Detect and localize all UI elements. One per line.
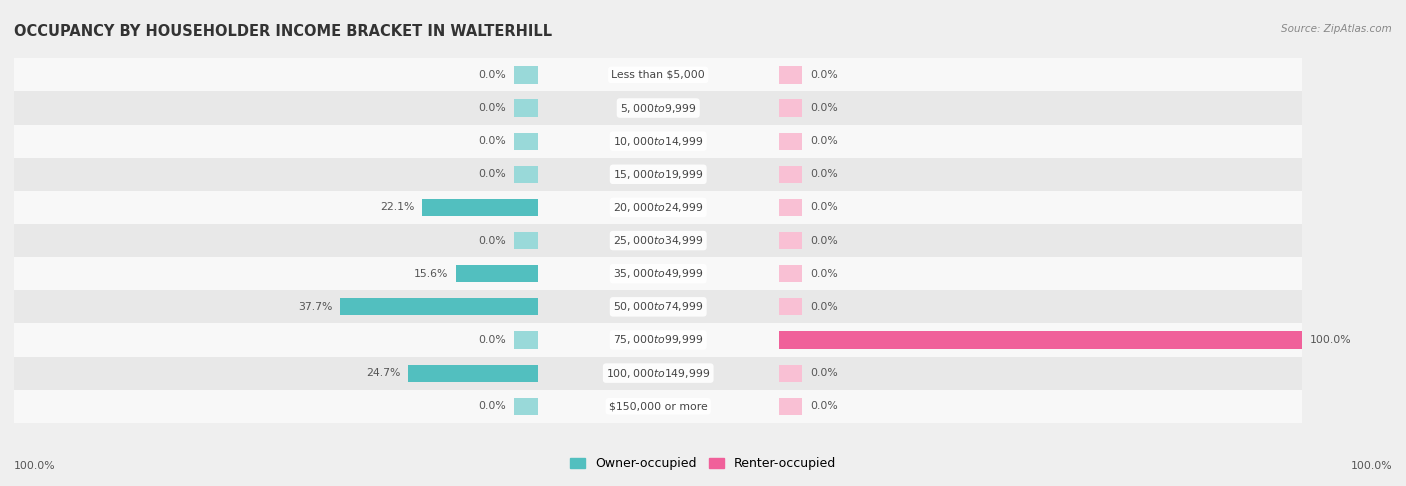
- Text: 22.1%: 22.1%: [380, 203, 415, 212]
- Bar: [537, 191, 779, 224]
- Text: 100.0%: 100.0%: [1350, 461, 1392, 471]
- Text: $50,000 to $74,999: $50,000 to $74,999: [613, 300, 703, 313]
- Bar: [14, 257, 537, 290]
- Bar: [537, 91, 779, 124]
- Bar: [779, 133, 803, 150]
- Bar: [537, 58, 779, 91]
- Bar: [515, 398, 537, 415]
- Bar: [515, 133, 537, 150]
- Bar: [779, 91, 1302, 124]
- Legend: Owner-occupied, Renter-occupied: Owner-occupied, Renter-occupied: [565, 452, 841, 475]
- Text: 24.7%: 24.7%: [366, 368, 401, 378]
- Bar: [779, 290, 1302, 323]
- Bar: [515, 66, 537, 84]
- Text: 0.0%: 0.0%: [478, 169, 506, 179]
- Bar: [537, 124, 779, 158]
- Bar: [779, 298, 803, 315]
- Bar: [537, 323, 779, 357]
- Bar: [14, 357, 537, 390]
- Text: 0.0%: 0.0%: [810, 401, 838, 411]
- Bar: [515, 232, 537, 249]
- Bar: [779, 398, 803, 415]
- Bar: [779, 100, 803, 117]
- Text: 0.0%: 0.0%: [810, 169, 838, 179]
- Bar: [456, 265, 537, 282]
- Bar: [779, 224, 1302, 257]
- Text: Less than $5,000: Less than $5,000: [612, 70, 704, 80]
- Bar: [537, 224, 779, 257]
- Text: 0.0%: 0.0%: [478, 236, 506, 245]
- Text: 0.0%: 0.0%: [810, 103, 838, 113]
- Text: 37.7%: 37.7%: [298, 302, 332, 312]
- Bar: [779, 331, 1302, 348]
- Bar: [779, 232, 803, 249]
- Bar: [14, 58, 537, 91]
- Bar: [779, 58, 1302, 91]
- Text: $5,000 to $9,999: $5,000 to $9,999: [620, 102, 696, 115]
- Text: 0.0%: 0.0%: [478, 401, 506, 411]
- Text: $35,000 to $49,999: $35,000 to $49,999: [613, 267, 703, 280]
- Bar: [537, 357, 779, 390]
- Bar: [515, 331, 537, 348]
- Text: 0.0%: 0.0%: [478, 335, 506, 345]
- Text: 100.0%: 100.0%: [14, 461, 56, 471]
- Bar: [14, 158, 537, 191]
- Bar: [537, 290, 779, 323]
- Bar: [14, 191, 537, 224]
- Bar: [515, 100, 537, 117]
- Text: 100.0%: 100.0%: [1310, 335, 1351, 345]
- Bar: [422, 199, 537, 216]
- Bar: [537, 158, 779, 191]
- Text: Source: ZipAtlas.com: Source: ZipAtlas.com: [1281, 24, 1392, 35]
- Bar: [515, 166, 537, 183]
- Text: $100,000 to $149,999: $100,000 to $149,999: [606, 366, 710, 380]
- Bar: [779, 199, 803, 216]
- Bar: [779, 265, 803, 282]
- Bar: [779, 191, 1302, 224]
- Text: 0.0%: 0.0%: [478, 70, 506, 80]
- Text: 0.0%: 0.0%: [810, 136, 838, 146]
- Text: $20,000 to $24,999: $20,000 to $24,999: [613, 201, 703, 214]
- Bar: [779, 66, 803, 84]
- Bar: [779, 390, 1302, 423]
- Bar: [779, 357, 1302, 390]
- Bar: [14, 390, 537, 423]
- Text: 0.0%: 0.0%: [810, 236, 838, 245]
- Text: 0.0%: 0.0%: [810, 203, 838, 212]
- Text: 15.6%: 15.6%: [413, 269, 449, 278]
- Bar: [14, 224, 537, 257]
- Text: 0.0%: 0.0%: [810, 368, 838, 378]
- Bar: [537, 257, 779, 290]
- Text: 0.0%: 0.0%: [810, 70, 838, 80]
- Text: 0.0%: 0.0%: [478, 136, 506, 146]
- Text: 0.0%: 0.0%: [478, 103, 506, 113]
- Bar: [779, 158, 1302, 191]
- Text: 0.0%: 0.0%: [810, 302, 838, 312]
- Text: OCCUPANCY BY HOUSEHOLDER INCOME BRACKET IN WALTERHILL: OCCUPANCY BY HOUSEHOLDER INCOME BRACKET …: [14, 24, 553, 39]
- Bar: [537, 390, 779, 423]
- Bar: [779, 364, 803, 382]
- Bar: [779, 166, 803, 183]
- Text: $10,000 to $14,999: $10,000 to $14,999: [613, 135, 703, 148]
- Bar: [340, 298, 537, 315]
- Bar: [779, 257, 1302, 290]
- Text: $150,000 or more: $150,000 or more: [609, 401, 707, 411]
- Text: $15,000 to $19,999: $15,000 to $19,999: [613, 168, 703, 181]
- Bar: [779, 323, 1302, 357]
- Bar: [14, 91, 537, 124]
- Text: $25,000 to $34,999: $25,000 to $34,999: [613, 234, 703, 247]
- Bar: [408, 364, 537, 382]
- Text: $75,000 to $99,999: $75,000 to $99,999: [613, 333, 703, 347]
- Bar: [779, 124, 1302, 158]
- Bar: [14, 124, 537, 158]
- Text: 0.0%: 0.0%: [810, 269, 838, 278]
- Bar: [14, 323, 537, 357]
- Bar: [14, 290, 537, 323]
